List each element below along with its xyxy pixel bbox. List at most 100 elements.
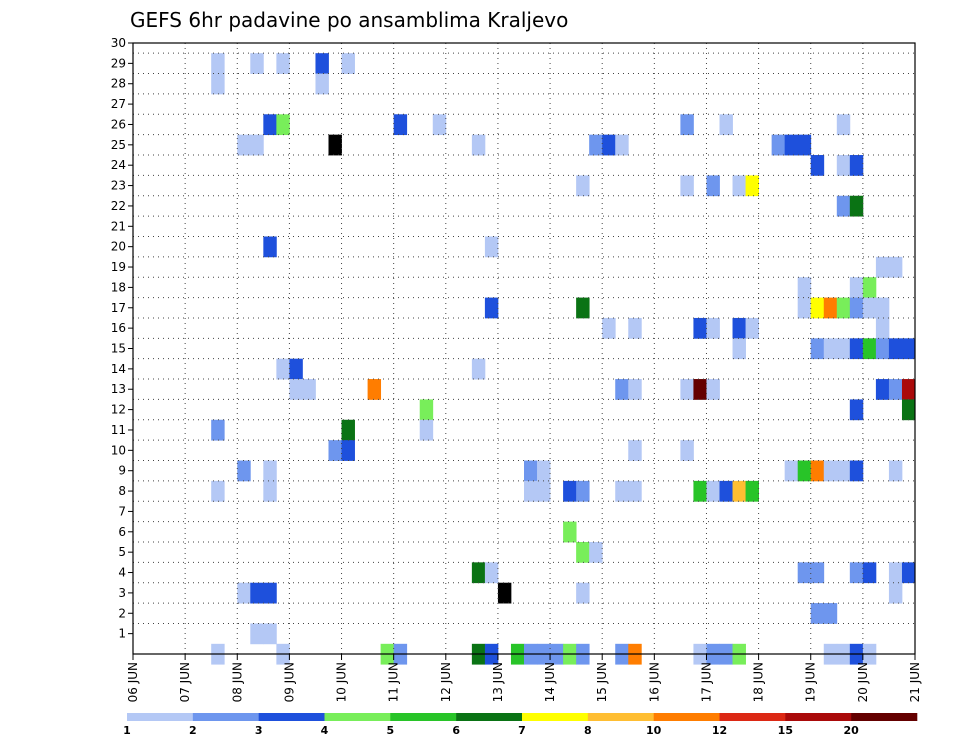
heatmap-cell	[484, 297, 499, 319]
heatmap-cell	[836, 297, 851, 319]
x-tick-label: 14 JUN	[543, 662, 557, 702]
heatmap-cell	[732, 480, 746, 502]
heatmap-cell	[849, 155, 864, 176]
heatmap-cell	[862, 338, 877, 360]
heatmap-cell	[250, 582, 264, 604]
heatmap-cell	[211, 73, 225, 95]
heatmap-cell	[849, 195, 864, 217]
colorbar-label: 3	[255, 724, 263, 737]
heatmap-cell	[341, 53, 355, 74]
heatmap-cell	[888, 460, 903, 482]
heatmap-cell	[276, 358, 290, 380]
heatmap-cell	[615, 480, 629, 502]
y-tick-label: 20	[111, 240, 126, 254]
heatmap-cell	[888, 562, 903, 584]
heatmap-cell	[367, 379, 382, 400]
x-tick-label: 16 JUN	[647, 662, 661, 702]
heatmap-cell	[862, 297, 877, 319]
chart-title: GEFS 6hr padavine po ansamblima Kraljevo	[130, 8, 568, 32]
y-tick-label: 29	[111, 56, 126, 70]
heatmap-cell	[706, 379, 720, 400]
y-tick-label: 17	[111, 301, 126, 315]
colorbar-swatch	[192, 713, 259, 721]
x-tick-label: 17 JUN	[699, 662, 713, 702]
heatmap-cell	[810, 460, 825, 482]
colorbar-label: 2	[189, 724, 197, 737]
heatmap-cell	[328, 134, 342, 156]
y-tick-label: 13	[111, 382, 126, 396]
y-tick-label: 1	[118, 627, 126, 641]
heatmap-cell	[563, 521, 577, 543]
heatmap-cell	[875, 338, 890, 360]
x-tick-label: 19 JUN	[804, 662, 818, 702]
heatmap-cell	[680, 379, 694, 400]
heatmap-cell	[797, 460, 812, 482]
colorbar-swatch	[390, 713, 457, 721]
heatmap-cell	[537, 460, 551, 482]
colorbar-label: 7	[518, 724, 526, 737]
heatmap-cell	[693, 379, 707, 400]
heatmap-cell	[628, 317, 642, 339]
heatmap-cell	[719, 114, 733, 136]
heatmap-cell	[810, 297, 825, 319]
colorbar-swatch	[785, 713, 852, 721]
y-tick-label: 21	[111, 219, 126, 233]
heatmap-cell	[393, 114, 408, 136]
heatmap-cell	[797, 134, 812, 156]
heatmap-cell	[432, 114, 447, 136]
heatmap-cell	[237, 582, 251, 604]
y-tick-label: 26	[111, 117, 126, 131]
heatmap-cell	[680, 175, 694, 197]
y-tick-label: 14	[111, 362, 126, 376]
heatmap-cell	[849, 277, 864, 298]
heatmap-cell	[784, 134, 799, 156]
heatmap-cells	[211, 53, 916, 665]
colorbar-label: 8	[584, 724, 592, 737]
heatmap-cell	[745, 317, 759, 339]
heatmap-cell	[289, 379, 303, 400]
colorbar-swatch	[456, 713, 523, 721]
heatmap-cell	[263, 114, 277, 136]
colorbar-swatch	[719, 713, 786, 721]
heatmap-cell	[576, 582, 590, 604]
heatmap-cell	[797, 297, 812, 319]
y-tick-label: 2	[118, 606, 126, 620]
heatmap-cell	[576, 297, 590, 319]
heatmap-cell	[276, 114, 290, 136]
heatmap-cell	[628, 440, 642, 461]
heatmap-cell	[823, 338, 838, 360]
y-tick-label: 30	[111, 36, 126, 50]
heatmap-cell	[849, 460, 864, 482]
x-tick-label: 09 JUN	[282, 662, 296, 702]
heatmap-cell	[589, 541, 603, 563]
x-tick-label: 06 JUN	[126, 662, 140, 702]
y-tick-label: 12	[111, 403, 126, 417]
heatmap-cell	[211, 480, 225, 502]
y-tick-label: 18	[111, 280, 126, 294]
heatmap-cell	[602, 134, 616, 156]
grid-lines	[133, 43, 915, 654]
heatmap-cell	[628, 379, 642, 400]
colorbar-label: 5	[387, 724, 395, 737]
y-tick-label: 19	[111, 260, 126, 274]
heatmap-cell	[576, 175, 590, 197]
colorbar-swatch	[653, 713, 720, 721]
heatmap-cell	[615, 134, 629, 156]
colorbar-label: 6	[452, 724, 460, 737]
y-tick-label: 28	[111, 77, 126, 91]
colorbar-label: 20	[844, 724, 860, 737]
heatmap-cell	[471, 134, 486, 156]
heatmap-cell	[237, 134, 251, 156]
heatmap-cell	[849, 399, 864, 421]
y-tick-label: 16	[111, 321, 126, 335]
heatmap-cell	[263, 623, 277, 645]
heatmap-cell	[823, 297, 838, 319]
x-tick-label: 12 JUN	[439, 662, 453, 702]
heatmap-cell	[745, 480, 759, 502]
heatmap-cell	[836, 155, 851, 176]
colorbar-label: 15	[778, 724, 793, 737]
heatmap-cell	[237, 460, 251, 482]
heatmap-cell	[289, 358, 303, 380]
heatmap-cell	[211, 419, 225, 441]
y-tick-label: 23	[111, 179, 126, 193]
